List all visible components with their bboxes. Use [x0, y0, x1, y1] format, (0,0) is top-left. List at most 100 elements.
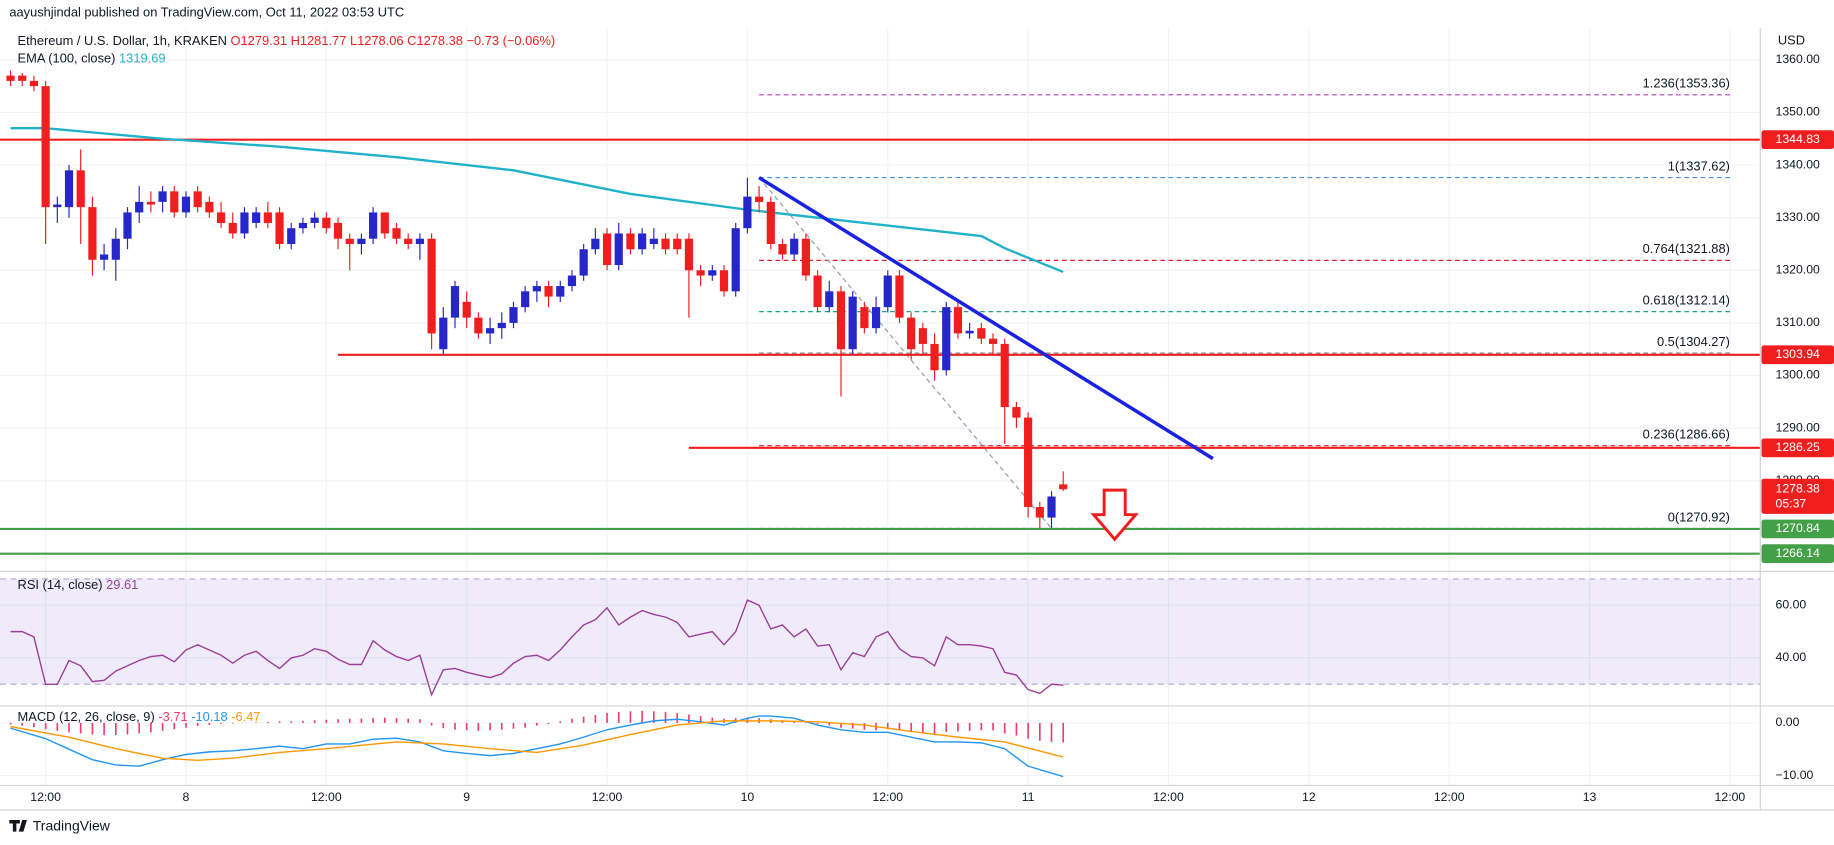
macd-histogram-bar [688, 714, 690, 723]
macd-hist-value: -3.71 [158, 710, 187, 725]
x-tick-label: 12:00 [1715, 790, 1746, 804]
macd-histogram-bar [699, 716, 702, 723]
candle-body [310, 217, 319, 223]
candle-body [123, 212, 132, 239]
candle-body [930, 343, 939, 371]
macd-histogram-bar [126, 722, 129, 735]
macd-histogram-bar [793, 721, 796, 723]
x-tick-label: 12 [1302, 790, 1316, 804]
grid-layer [0, 28, 1761, 785]
candle-body [380, 212, 389, 234]
price-label-box [1761, 345, 1834, 365]
x-tick-label: 9 [463, 790, 470, 804]
macd-histogram-bar [348, 718, 351, 723]
price-label: 1270.84 [1776, 521, 1821, 535]
candle-body [813, 275, 822, 308]
x-tick-label: 12:00 [30, 790, 61, 804]
macd-histogram-bar [395, 718, 398, 723]
macd-histogram-bar [641, 710, 643, 723]
macd-histogram-bar [465, 722, 468, 731]
macd-histogram-bar [922, 722, 924, 733]
y-tick-label: 1310.00 [1776, 315, 1821, 329]
countdown: 05:37 [1776, 497, 1807, 511]
macd-histogram-bar [360, 718, 363, 723]
fib-label: 0.5(1304.27) [1657, 334, 1730, 349]
macd-histogram-bar [524, 722, 526, 728]
candle-body [591, 238, 600, 250]
macd-histogram-bar [664, 711, 667, 723]
macd-histogram-bar [1027, 722, 1029, 739]
ohlc-open: O1279.31 [231, 34, 288, 49]
macd-histogram-bar [512, 722, 515, 729]
y-tick-label: 1320.00 [1776, 263, 1821, 277]
candle-body [275, 212, 284, 244]
candle-body [696, 270, 705, 276]
fib-label: 1.236(1353.36) [1643, 76, 1730, 91]
candle-body [240, 212, 249, 234]
macd-histogram-bar [805, 722, 807, 723]
macd-histogram-bar [933, 722, 936, 734]
candle-body [965, 330, 974, 334]
candle-body [216, 212, 226, 223]
candle-body [766, 201, 775, 244]
x-tick-label: 12:00 [1153, 790, 1184, 804]
macd-histogram-bar [430, 722, 433, 726]
candle-body [1012, 407, 1021, 418]
candle-body [333, 222, 343, 239]
candle-body [170, 191, 179, 213]
macd-histogram-bar [676, 712, 679, 723]
signal-value: -6.47 [231, 710, 260, 725]
candle-body [556, 286, 565, 297]
fib-label: 0.236(1286.66) [1643, 427, 1730, 442]
x-tick-label: 12:00 [1434, 790, 1465, 804]
macd-histogram-bar [992, 722, 994, 731]
candle-body [1024, 417, 1033, 508]
candle-body [567, 275, 577, 287]
candle-body [53, 204, 62, 208]
candle-body [836, 291, 846, 350]
rsi-label: RSI (14, close) [18, 577, 103, 592]
macd-histogram-bar [290, 721, 293, 723]
fib-label: 1(1337.62) [1668, 158, 1730, 173]
candle-body [942, 307, 951, 371]
candle-body [509, 307, 518, 323]
macd-histogram-bar [383, 717, 386, 723]
macd-histogram-bar [957, 722, 959, 732]
macd-legend: MACD (12, 26, close, 9) -3.71 -10.18 -6.… [18, 710, 261, 725]
candle-body [977, 328, 986, 339]
candle-body [205, 201, 214, 213]
candle-body [263, 212, 272, 223]
candle-body [649, 238, 658, 244]
x-tick-label: 11 [1022, 790, 1035, 804]
candle-body [883, 275, 892, 308]
macd-histogram-bar [313, 720, 316, 723]
candle-body [825, 291, 834, 308]
macd-histogram-bar [208, 722, 211, 726]
candle-body [64, 170, 74, 208]
candle-body [614, 233, 623, 266]
candle-body [743, 196, 752, 229]
y-tick-label: 1330.00 [1776, 210, 1821, 224]
macd-histogram-bar [9, 722, 12, 725]
macd-histogram-bar [547, 722, 550, 724]
macd-histogram-bar [1003, 722, 1006, 734]
macd-histogram-bar [898, 722, 901, 730]
macd-histogram-bar [910, 722, 912, 732]
macd-histogram-bar [711, 717, 714, 723]
y-tick-label: 1340.00 [1776, 157, 1821, 171]
candle-body [719, 270, 729, 292]
candle-body [427, 238, 436, 334]
signal-line [10, 720, 1064, 761]
candle-body [415, 238, 424, 244]
candle-body [369, 212, 378, 239]
macd-histogram-bar [606, 712, 608, 723]
ema-legend: EMA (100, close) 1319.69 [18, 51, 166, 66]
macd-histogram-bar [1038, 722, 1041, 741]
macd-histogram-bar [79, 722, 82, 734]
price-label-box [1761, 519, 1834, 539]
candle-body [392, 228, 401, 239]
macd-histogram-bar [442, 722, 445, 729]
